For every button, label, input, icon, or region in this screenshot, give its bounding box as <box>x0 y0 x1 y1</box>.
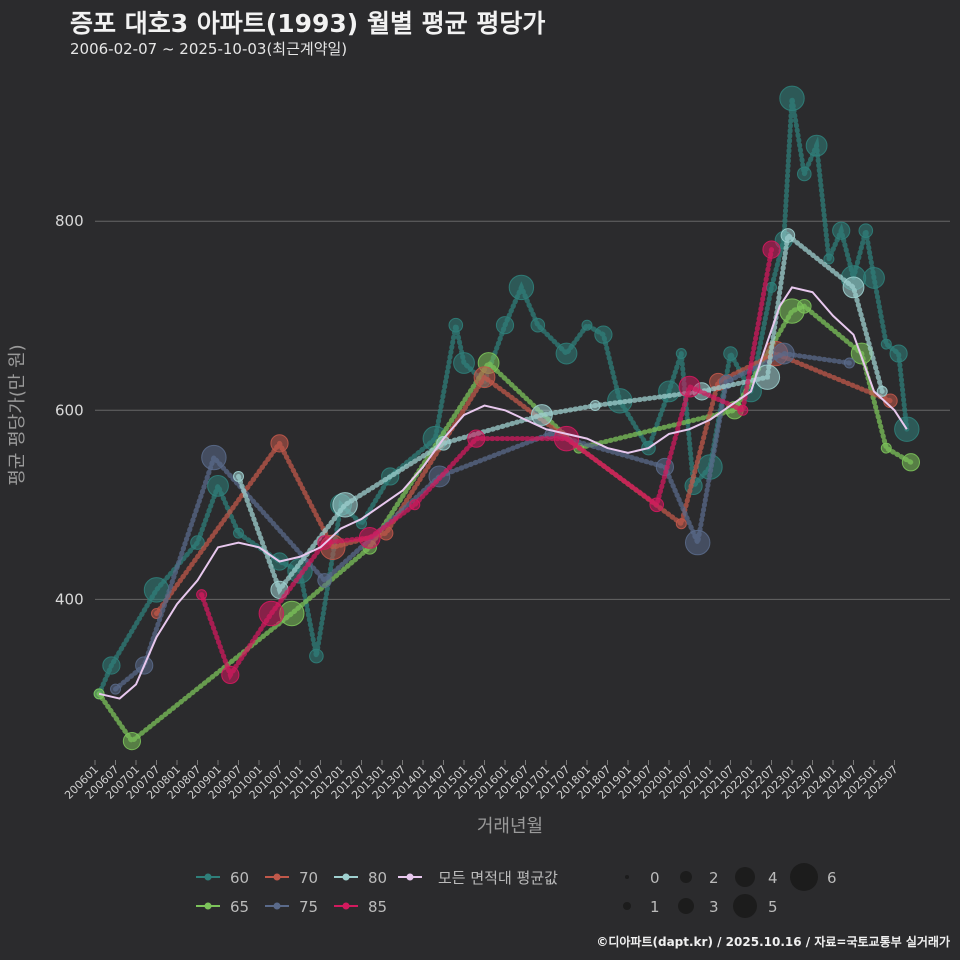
legend-marker-85 <box>342 902 350 910</box>
data-point-85 <box>258 600 284 627</box>
data-point-75 <box>843 357 855 369</box>
data-point-60 <box>102 656 121 675</box>
data-point-60 <box>233 527 244 539</box>
data-point-75 <box>110 683 121 695</box>
data-point-60 <box>797 166 812 182</box>
legend-size-label: 3 <box>709 898 719 916</box>
data-point-65 <box>122 731 141 751</box>
legend-size-marker <box>735 867 755 887</box>
data-point-85 <box>678 375 701 398</box>
data-point-80 <box>332 492 358 518</box>
data-point-60 <box>190 535 205 550</box>
data-point-60 <box>805 134 828 157</box>
legend-size-marker <box>625 875 629 879</box>
legend-size-marker <box>790 863 818 891</box>
data-point-80 <box>842 276 865 299</box>
data-point-60 <box>555 342 578 365</box>
data-point-60 <box>508 274 535 301</box>
data-point-80 <box>876 385 888 397</box>
legend-label-80: 80 <box>368 869 387 887</box>
source-caption: ©디아파트(dapt.kr) / 2025.10.16 / 자료=국토교통부 실… <box>596 935 950 949</box>
series-line-70 <box>154 350 893 616</box>
data-point-85 <box>409 499 421 511</box>
legend-size-marker <box>680 871 692 883</box>
legend-size-label: 0 <box>650 869 660 887</box>
data-point-85 <box>467 429 486 448</box>
data-point-80 <box>589 400 601 412</box>
data-point-60 <box>723 346 738 361</box>
data-point-85 <box>196 589 208 601</box>
legend-size-marker <box>733 894 757 918</box>
data-point-80 <box>531 404 553 426</box>
data-point-70 <box>675 518 687 530</box>
x-axis-label: 거래년월 <box>477 816 543 837</box>
data-point-60 <box>309 648 324 664</box>
legend-size-marker <box>678 898 694 914</box>
data-point-60 <box>675 348 687 360</box>
data-point-75 <box>772 342 795 365</box>
legend-size-label: 2 <box>709 869 719 887</box>
legend-label-75: 75 <box>299 898 318 916</box>
legend-label-60: 60 <box>230 869 249 887</box>
data-point-85 <box>358 526 381 549</box>
data-point-60 <box>207 474 229 497</box>
average-line <box>98 286 908 700</box>
data-point-60 <box>448 317 464 333</box>
legend-size-label: 6 <box>827 869 837 887</box>
data-point-60 <box>766 281 777 293</box>
chart-subtitle: 2006-02-07 ~ 2025-10-03(최근계약일) <box>70 40 348 58</box>
data-point-85 <box>762 240 781 259</box>
legend-marker-70 <box>273 873 281 881</box>
data-point-65 <box>880 442 892 454</box>
data-point-60 <box>779 85 805 112</box>
chart-title: 증포 대호3 아파트(1993) 월별 평균 평당가 <box>70 9 546 38</box>
legend-label-85: 85 <box>368 898 387 916</box>
data-point-60 <box>530 317 546 333</box>
data-point-60 <box>889 344 908 363</box>
data-point-75 <box>317 573 332 588</box>
data-point-65 <box>901 453 921 472</box>
data-point-60 <box>880 338 892 350</box>
data-point-60 <box>581 319 593 331</box>
data-point-85 <box>553 425 580 452</box>
data-point-85 <box>221 665 240 685</box>
legend-marker-80 <box>342 873 350 881</box>
data-point-85 <box>737 404 749 416</box>
data-point-75 <box>201 444 227 471</box>
data-point-60 <box>594 325 613 344</box>
legend-label-average: 모든 면적대 평균값 <box>438 869 558 887</box>
data-point-80 <box>233 470 244 482</box>
data-point-70 <box>270 434 289 453</box>
y-tick-label: 600 <box>55 401 84 419</box>
legend-marker-75 <box>273 902 281 910</box>
data-point-80 <box>436 436 451 451</box>
legend-label-70: 70 <box>299 869 318 887</box>
series-line-60 <box>96 97 910 697</box>
data-point-80 <box>780 228 796 243</box>
data-point-70 <box>473 366 496 389</box>
legend-label-65: 65 <box>230 898 249 916</box>
y-axis-label: 평균 평당가(만 원) <box>7 344 28 485</box>
legend-size-label: 5 <box>768 898 778 916</box>
legend-size-label: 4 <box>768 869 778 887</box>
y-tick-label: 800 <box>55 212 84 230</box>
data-point-60 <box>823 253 835 265</box>
data-point-60 <box>832 221 851 240</box>
legend-size-marker <box>623 902 631 910</box>
data-point-60 <box>858 223 874 238</box>
legend-size-label: 1 <box>650 898 660 916</box>
data-point-60 <box>453 352 475 374</box>
legend-marker-60 <box>204 873 212 881</box>
data-point-75 <box>685 529 711 556</box>
data-point-85 <box>649 497 665 513</box>
legend-marker-average <box>406 873 414 881</box>
data-point-60 <box>495 316 515 335</box>
legend-marker-65 <box>204 902 212 910</box>
y-tick-label: 400 <box>55 590 84 608</box>
data-point-65 <box>797 299 812 314</box>
data-point-60 <box>863 267 885 289</box>
